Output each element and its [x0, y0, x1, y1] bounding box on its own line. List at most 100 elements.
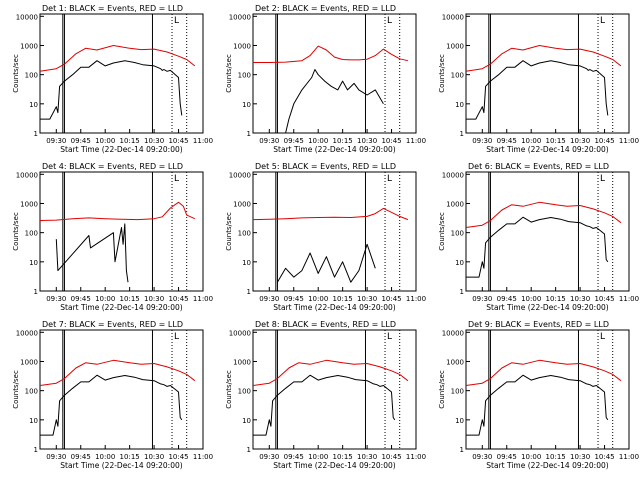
series-line-lld [39, 45, 196, 72]
plot-frame [465, 171, 630, 292]
y-tick-label: 10 [455, 101, 464, 109]
x-axis-label: Start Time (22-Dec-14 09:20:00) [486, 303, 608, 312]
x-tick-label: 10:00 [308, 453, 328, 461]
y-tick-label: 10000 [16, 329, 38, 337]
panel-title: Det 2: BLACK = Events, RED = LLD [255, 4, 396, 13]
x-tick-label: 10:30 [144, 295, 164, 303]
x-tick-label: 10:45 [168, 453, 188, 461]
x-tick-label: 10:45 [594, 295, 614, 303]
y-tick-label: 10 [29, 101, 38, 109]
y-axis-label: Counts/sec [438, 370, 446, 409]
y-axis-label: Counts/sec [225, 54, 233, 93]
x-tick-label: 10:30 [357, 295, 377, 303]
y-tick-label: 1000 [446, 42, 464, 50]
x-tick-label: 10:30 [570, 295, 590, 303]
x-tick-label: 09:30 [259, 295, 279, 303]
detector-panel-6: Det 6: BLACK = Events, RED = LLD 1 10 100 10… [438, 162, 639, 312]
x-tick-label: 09:45 [71, 295, 91, 303]
y-tick-label: 100 [25, 72, 38, 80]
x-tick-label: 10:15 [333, 453, 353, 461]
y-tick-label: 10 [455, 417, 464, 425]
annotation-marker: L [600, 332, 605, 342]
y-tick-label: 10 [242, 259, 251, 267]
x-tick-label: 09:30 [472, 137, 492, 145]
x-tick-label: 10:15 [546, 137, 566, 145]
x-tick-label: 10:30 [357, 453, 377, 461]
x-tick-label: 10:00 [308, 295, 328, 303]
x-tick-label: 10:30 [570, 453, 590, 461]
x-tick-label: 10:15 [333, 137, 353, 145]
x-tick-label: 10:30 [144, 137, 164, 145]
x-axis-label: Start Time (22-Dec-14 09:20:00) [486, 461, 608, 470]
x-tick-label: 10:00 [308, 137, 328, 145]
x-tick-label: 10:45 [381, 137, 401, 145]
y-tick-label: 10000 [229, 329, 251, 337]
x-tick-label: 10:30 [144, 453, 164, 461]
series-line-lld [465, 359, 622, 386]
x-tick-label: 09:45 [284, 295, 304, 303]
detector-panel-4: Det 4: BLACK = Events, RED = LLD 1 10 100 10… [12, 162, 213, 312]
x-tick-label: 09:45 [71, 453, 91, 461]
annotation-marker: L [387, 16, 392, 26]
x-tick-label: 09:30 [259, 137, 279, 145]
x-tick-label: 11:00 [193, 295, 213, 303]
panel-title: Det 1: BLACK = Events, RED = LLD [42, 4, 183, 13]
series-line-lld [465, 45, 622, 72]
panel-title: Det 7: BLACK = Events, RED = LLD [42, 320, 183, 329]
y-tick-label: 10 [29, 259, 38, 267]
annotation-marker: L [174, 174, 179, 184]
annotation-marker: L [174, 332, 179, 342]
y-tick-label: 1000 [233, 42, 251, 50]
y-axis-label: Counts/sec [12, 212, 20, 251]
series-line-lld [465, 201, 622, 228]
x-tick-label: 11:00 [406, 295, 426, 303]
detector-panel-3: 1 10 100 1000 10000 09:30 09:45 10:00 10:15 10:30… [438, 13, 639, 154]
x-tick-label: 11:00 [193, 453, 213, 461]
x-tick-label: 10:30 [357, 137, 377, 145]
x-tick-label: 10:15 [546, 453, 566, 461]
x-tick-label: 10:45 [381, 295, 401, 303]
y-tick-label: 1000 [446, 358, 464, 366]
x-tick-label: 10:45 [168, 137, 188, 145]
y-tick-label: 10 [242, 417, 251, 425]
x-axis-label: Start Time (22-Dec-14 09:20:00) [486, 145, 608, 154]
series-line-events [466, 60, 609, 120]
x-tick-label: 09:30 [472, 295, 492, 303]
y-tick-label: 1 [460, 446, 464, 454]
x-tick-label: 09:45 [284, 137, 304, 145]
x-axis-label: Start Time (22-Dec-14 09:20:00) [273, 303, 395, 312]
x-axis-label: Start Time (22-Dec-14 09:20:00) [273, 145, 395, 154]
series-line-events [253, 374, 396, 436]
y-tick-label: 100 [238, 230, 251, 238]
annotation-marker: L [387, 332, 392, 342]
y-tick-label: 1 [460, 288, 464, 296]
y-tick-label: 1 [247, 130, 251, 138]
plot-frame [39, 329, 204, 450]
x-tick-label: 11:00 [406, 453, 426, 461]
x-axis-label: Start Time (22-Dec-14 09:20:00) [60, 303, 182, 312]
y-tick-label: 100 [238, 388, 251, 396]
detector-panel-1: Det 1: BLACK = Events, RED = LLD 1 10 100 10… [12, 4, 213, 154]
plot-frame [252, 13, 417, 134]
x-tick-label: 10:45 [381, 453, 401, 461]
detector-panel-8: Det 8: BLACK = Events, RED = LLD 1 10 100 10… [225, 320, 426, 470]
x-tick-label: 10:15 [120, 137, 140, 145]
series-line-lld [252, 207, 409, 221]
y-tick-label: 1 [247, 446, 251, 454]
y-tick-label: 100 [25, 388, 38, 396]
annotation-marker: L [600, 16, 605, 26]
series-line-events [466, 374, 609, 436]
x-tick-label: 10:45 [594, 137, 614, 145]
y-tick-label: 1000 [20, 42, 38, 50]
plot-frame [252, 171, 417, 292]
x-tick-label: 09:45 [71, 137, 91, 145]
y-axis-label: Counts/sec [438, 212, 446, 251]
y-tick-label: 10000 [229, 13, 251, 21]
detector-panel-2: Det 2: BLACK = Events, RED = LLD 1 10 100 10… [225, 4, 426, 154]
series-line-lld [39, 201, 196, 221]
y-tick-label: 100 [238, 72, 251, 80]
x-tick-label: 11:00 [619, 137, 639, 145]
x-tick-label: 10:15 [120, 295, 140, 303]
plot-frame [39, 171, 204, 292]
y-tick-label: 100 [451, 388, 464, 396]
